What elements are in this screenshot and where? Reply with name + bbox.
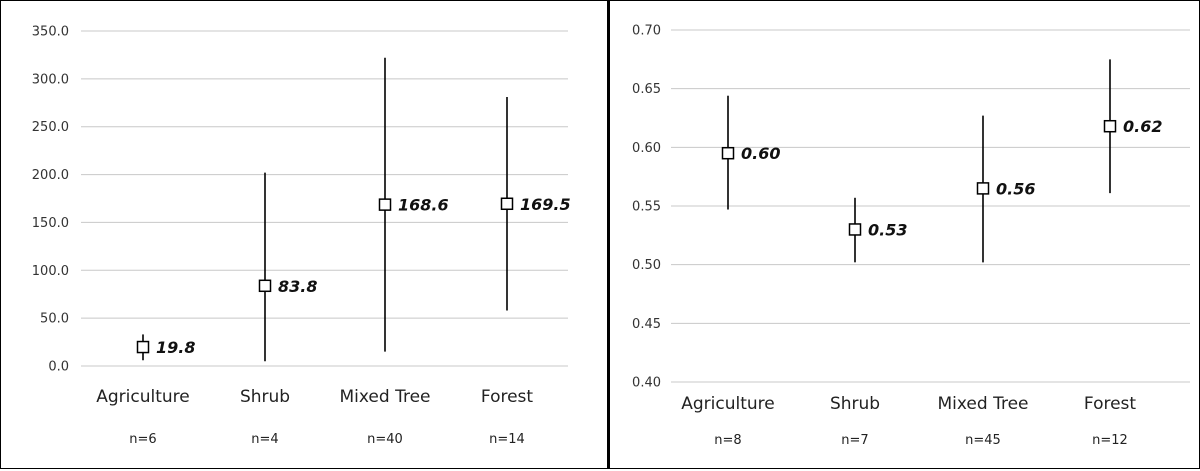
- data-label: 83.8: [278, 277, 317, 296]
- sample-size-label: n=8: [714, 433, 741, 448]
- sample-size-label: n=14: [489, 432, 525, 447]
- category-label-shrub: Shrub: [240, 387, 290, 407]
- data-label: 19.8: [156, 338, 195, 357]
- category-label-mixed-tree: Mixed Tree: [339, 387, 430, 407]
- category-label-forest: Forest: [1084, 394, 1137, 414]
- data-label: 169.5: [520, 195, 571, 214]
- y-tick-label: 200.0: [32, 168, 69, 183]
- y-tick-label: 250.0: [32, 120, 69, 135]
- sample-size-label: n=6: [129, 432, 156, 447]
- y-tick-label: 0.55: [632, 200, 661, 215]
- data-point-marker: [258, 279, 272, 293]
- category-label-agriculture: Agriculture: [96, 387, 190, 407]
- sample-size-label: n=40: [367, 432, 403, 447]
- data-point-marker: [848, 223, 862, 236]
- y-tick-label: 300.0: [32, 72, 69, 87]
- data-point-marker: [500, 197, 514, 211]
- data-point-marker: [976, 182, 990, 195]
- data-label: 168.6: [398, 196, 449, 215]
- y-tick-label: 50.0: [40, 312, 69, 327]
- y-tick-label: 100.0: [32, 264, 69, 279]
- category-label-shrub: Shrub: [830, 394, 880, 414]
- y-tick-label: 0.50: [632, 258, 661, 273]
- data-label: 0.60: [741, 144, 780, 163]
- data-label: 0.62: [1123, 117, 1162, 136]
- y-tick-label: 150.0: [32, 216, 69, 231]
- y-tick-label: 0.60: [632, 141, 661, 156]
- sample-size-label: n=45: [965, 433, 1001, 448]
- sample-size-label: n=12: [1092, 433, 1128, 448]
- right-chart-panel: 0.40 0.45 0.50 0.55 0.60 0.65 0.70 0.60 Agricult…: [609, 0, 1200, 469]
- left-chart: 0.0 50.0 100.0 150.0 200.0 250.0 300.0 350.0 19.…: [32, 25, 571, 448]
- data-label: 0.53: [868, 220, 907, 239]
- category-label-mixed-tree: Mixed Tree: [937, 394, 1028, 414]
- right-chart: 0.40 0.45 0.50 0.55 0.60 0.65 0.70 0.60 Agricult…: [632, 24, 1190, 448]
- data-point-marker: [1103, 119, 1117, 133]
- category-label-forest: Forest: [481, 387, 534, 407]
- category-label-agriculture: Agriculture: [681, 394, 775, 414]
- data-point-marker: [721, 146, 735, 160]
- sample-size-label: n=4: [251, 432, 278, 447]
- y-tick-label: 0.65: [632, 82, 661, 97]
- sample-size-label: n=7: [841, 433, 868, 448]
- data-point-marker: [136, 340, 150, 354]
- y-tick-label: 0.45: [632, 317, 661, 332]
- data-label: 0.56: [996, 179, 1035, 198]
- y-tick-label: 0.0: [48, 360, 69, 375]
- y-tick-label: 350.0: [32, 25, 69, 40]
- y-tick-label: 0.70: [632, 24, 661, 39]
- data-point-marker: [378, 198, 392, 211]
- y-tick-label: 0.40: [632, 376, 661, 391]
- left-chart-panel: 0.0 50.0 100.0 150.0 200.0 250.0 300.0 350.0 19.…: [0, 0, 609, 469]
